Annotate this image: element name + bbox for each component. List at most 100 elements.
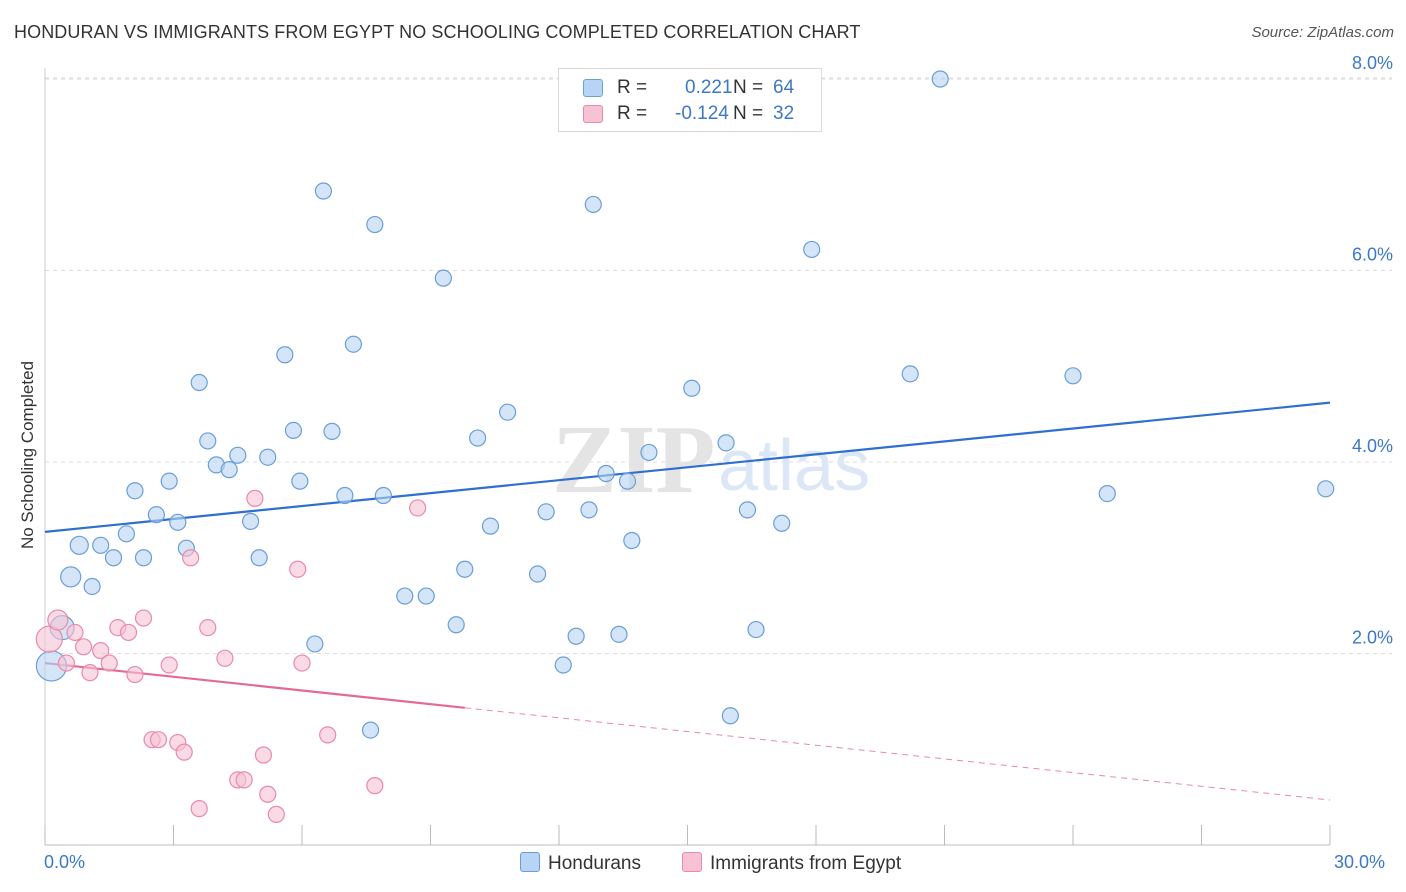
trend-lines <box>44 401 1331 801</box>
bottom-swatch-egypt <box>682 852 702 872</box>
y-tick-label: 2.0% <box>1352 628 1393 648</box>
point-egypt <box>66 623 84 642</box>
y-axis-label: No Schooling Completed <box>18 360 37 550</box>
bottom-legend-egypt: Immigrants from Egypt <box>682 852 901 875</box>
point-honduran <box>537 503 555 521</box>
y-tick-label: 8.0% <box>1352 53 1393 73</box>
legend-r-value: 0.221 <box>685 77 733 98</box>
point-egypt <box>216 649 234 667</box>
point-egypt <box>160 656 178 674</box>
chart-title: HONDURAN VS IMMIGRANTS FROM EGYPT NO SCH… <box>14 22 861 42</box>
point-honduran <box>104 549 123 567</box>
bottom-swatch-hondurans <box>520 852 540 872</box>
point-honduran <box>580 501 598 519</box>
point-honduran <box>396 587 414 605</box>
axes <box>44 68 1331 846</box>
x-tick-label-min: 0.0% <box>44 852 86 872</box>
watermark-atlas: atlas <box>718 426 870 506</box>
legend-r-label: R = <box>617 77 648 98</box>
y-tick-label: 4.0% <box>1352 436 1393 456</box>
point-honduran <box>717 434 735 452</box>
bottom-legend-hondurans: Hondurans <box>520 852 641 875</box>
point-honduran <box>1098 484 1116 503</box>
point-honduran <box>447 616 465 634</box>
point-honduran <box>199 432 217 450</box>
point-honduran <box>259 448 277 466</box>
point-egypt <box>259 785 277 803</box>
point-egypt <box>100 654 118 672</box>
point-honduran <box>374 486 392 505</box>
point-honduran <box>721 707 739 725</box>
point-honduran <box>610 625 628 643</box>
point-honduran <box>190 373 208 392</box>
x-tick-label-max: 30.0% <box>1334 852 1386 872</box>
point-egypt <box>92 642 110 660</box>
point-honduran <box>623 531 641 550</box>
point-egypt <box>199 619 217 637</box>
point-egypt <box>134 609 153 627</box>
point-honduran <box>323 422 341 440</box>
point-egypt <box>235 771 253 789</box>
point-egypt <box>149 731 168 749</box>
point-honduran <box>640 443 658 462</box>
point-honduran <box>773 514 791 532</box>
trend-line-egypt <box>44 661 465 709</box>
legend-n-value: 64 <box>773 77 795 98</box>
correlation-legend: R = 0.221 N = 64 R = -0.124 N = 32 <box>558 68 822 132</box>
point-honduran <box>597 464 615 483</box>
point-honduran <box>229 446 247 464</box>
point-honduran <box>1064 367 1082 385</box>
point-honduran <box>306 635 324 653</box>
point-honduran <box>1317 480 1335 498</box>
point-egypt <box>319 726 337 744</box>
point-honduran <box>683 379 701 397</box>
point-honduran <box>361 721 380 739</box>
point-honduran <box>60 566 82 588</box>
gridlines <box>45 77 1392 654</box>
point-honduran <box>160 472 178 490</box>
point-honduran <box>169 513 187 531</box>
point-honduran <box>92 536 110 554</box>
point-honduran <box>618 472 637 490</box>
bottom-legend-label: Hondurans <box>548 853 641 874</box>
point-honduran <box>336 486 354 505</box>
point-honduran <box>481 517 500 535</box>
point-honduran <box>931 70 949 88</box>
point-honduran <box>434 269 452 287</box>
y-tick-label: 6.0% <box>1352 245 1393 265</box>
point-egypt <box>126 665 144 684</box>
legend-r-value: -0.124 <box>675 103 729 124</box>
data-points <box>35 70 1335 823</box>
point-honduran <box>83 577 101 596</box>
point-egypt <box>267 805 285 823</box>
watermark: ZIP atlas <box>552 406 870 514</box>
point-honduran <box>584 195 602 214</box>
point-egypt <box>47 609 69 631</box>
point-honduran <box>747 620 765 639</box>
point-honduran <box>250 549 268 567</box>
point-egypt <box>293 654 311 672</box>
point-egypt <box>409 499 427 517</box>
point-egypt <box>289 560 307 578</box>
y-tick-labels: 2.0% 4.0% 6.0% 8.0% <box>1352 53 1393 648</box>
point-honduran <box>220 461 238 479</box>
legend-n-value: 32 <box>773 103 795 124</box>
point-honduran <box>528 565 547 583</box>
legend-swatch-hondurans <box>583 79 603 97</box>
source-label: Source: ZipAtlas.com <box>1251 24 1394 41</box>
point-honduran <box>554 656 572 674</box>
point-honduran <box>456 560 474 578</box>
point-egypt <box>366 777 384 795</box>
point-honduran <box>803 240 821 259</box>
point-honduran <box>567 627 585 645</box>
point-egypt <box>246 489 264 507</box>
point-honduran <box>738 501 757 519</box>
trend-line-hondurans <box>44 401 1331 533</box>
point-egypt <box>175 743 193 761</box>
point-honduran <box>469 429 487 447</box>
point-honduran <box>314 182 333 200</box>
point-egypt <box>254 746 273 764</box>
watermark-zip: ZIP <box>552 406 715 514</box>
point-honduran <box>901 365 919 383</box>
